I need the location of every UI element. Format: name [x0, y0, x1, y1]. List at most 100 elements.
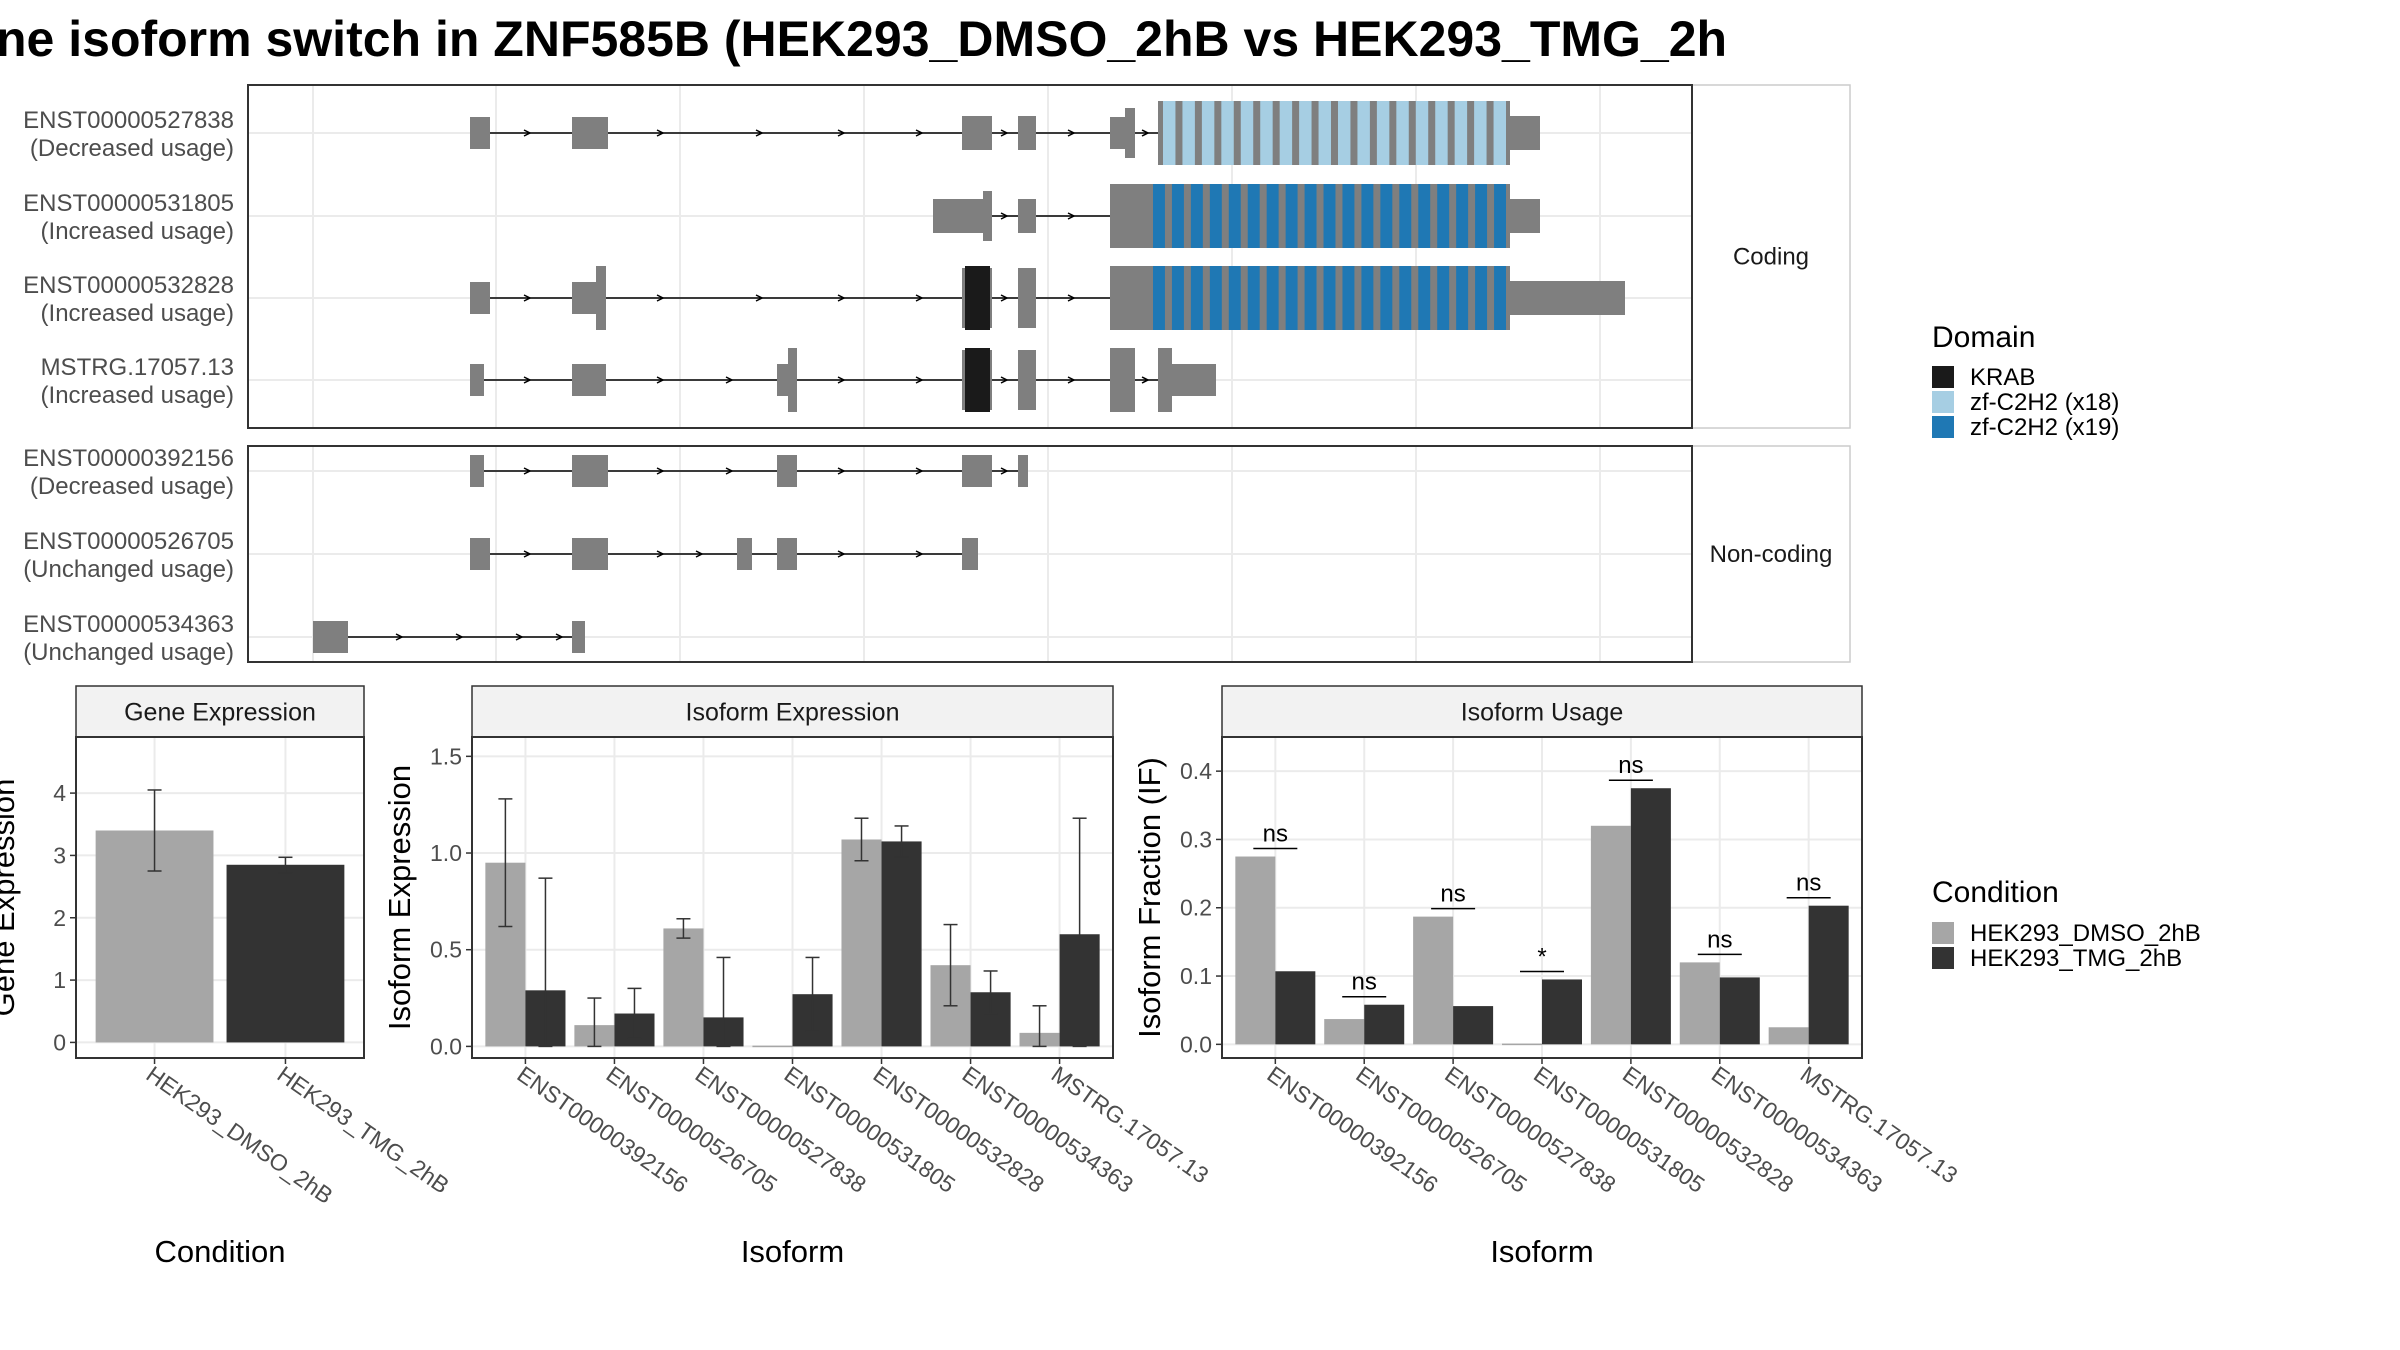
strip-box: [1691, 445, 1851, 663]
y-axis-title: Gene Expression: [0, 779, 21, 1017]
isoform-track: ENST00000392156(Decreased usage): [23, 445, 1028, 500]
exon: [572, 282, 596, 314]
domain-zf-c2h2: [1357, 101, 1370, 165]
exon: [1110, 266, 1150, 330]
domain-zf-c2h2: [1456, 184, 1469, 248]
domain-zf-c2h2: [1474, 101, 1487, 165]
exon: [470, 282, 490, 314]
significance-label: ns: [1618, 752, 1643, 779]
domain-legend-swatch: [1932, 416, 1954, 438]
domain-zf-c2h2: [1190, 266, 1203, 330]
bar: [1275, 971, 1316, 1045]
exon: [470, 455, 484, 487]
exon: [777, 455, 797, 487]
domain-zf-c2h2: [1380, 266, 1393, 330]
domain-krab: [965, 348, 990, 412]
strip-label: Coding: [1733, 244, 1809, 271]
intron-direction-arrow: [1141, 376, 1150, 384]
domain-zf-c2h2: [1456, 266, 1469, 330]
y-tick-label: 0: [53, 1029, 66, 1055]
isoform-track: ENST00000531805(Increased usage): [23, 184, 1540, 248]
y-tick-label: 0.0: [430, 1033, 462, 1059]
exon: [1158, 348, 1172, 412]
intron-direction-arrow: [755, 129, 764, 137]
intron-direction-arrow: [1067, 294, 1076, 302]
intron-direction-arrow: [523, 550, 532, 558]
domain-zf-c2h2: [1304, 184, 1317, 248]
intron-direction-arrow: [523, 467, 532, 475]
isoform-usage-label: (Increased usage): [41, 300, 234, 327]
intron-direction-arrow: [837, 294, 846, 302]
exon: [470, 364, 484, 396]
y-tick-label: 1.5: [430, 743, 462, 769]
domain-zf-c2h2: [1494, 266, 1506, 330]
bar: [1590, 825, 1631, 1045]
intron-direction-arrow: [656, 294, 665, 302]
bar: [752, 1045, 793, 1048]
y-tick-label: 0.0: [1180, 1031, 1212, 1057]
exon: [1172, 364, 1216, 396]
plot-border: [1221, 736, 1863, 1059]
strip-box: [1691, 84, 1851, 429]
isoform-id-label: ENST00000527838: [23, 107, 234, 134]
domain-zf-c2h2: [1399, 266, 1412, 330]
y-tick-label: 2: [53, 905, 66, 931]
domain-zf-c2h2: [1418, 266, 1431, 330]
exon: [1158, 101, 1510, 165]
intron-direction-arrow: [656, 376, 665, 384]
significance-label: ns: [1263, 821, 1288, 848]
x-tick-label: MSTRG.17057.13: [1047, 1061, 1214, 1189]
isoform-id-label: ENST00000392156: [23, 445, 234, 472]
intron-direction-arrow: [395, 633, 404, 641]
y-tick-label: 0.2: [1180, 895, 1212, 921]
domain-zf-c2h2: [1361, 184, 1374, 248]
condition-legend-swatch: [1932, 947, 1954, 969]
domain-zf-c2h2: [1279, 101, 1293, 165]
domain-legend-title: Domain: [1932, 321, 2035, 354]
domain-zf-c2h2: [1342, 184, 1355, 248]
intron-direction-arrow: [515, 633, 524, 641]
condition-legend-label: HEK293_DMSO_2hB: [1970, 920, 2201, 947]
exon: [1110, 348, 1135, 412]
y-tick-label: 4: [53, 780, 66, 806]
exon: [572, 117, 608, 149]
bar: [1542, 979, 1582, 1045]
bar: [1364, 1004, 1405, 1045]
bar: [663, 928, 704, 1047]
domain-zf-c2h2: [1494, 184, 1506, 248]
intron-direction-arrow: [656, 467, 665, 475]
intron-direction-arrow: [915, 467, 924, 475]
bar: [841, 839, 882, 1047]
intron-direction-arrow: [915, 129, 924, 137]
strip-label: Isoform Expression: [686, 699, 900, 727]
domain-zf-c2h2: [1437, 266, 1450, 330]
bar: [1324, 1019, 1365, 1045]
intron-direction-arrow: [1000, 376, 1009, 384]
domain-legend-label: KRAB: [1970, 364, 2035, 391]
y-tick-label: 0.3: [1180, 826, 1212, 852]
bar: [881, 841, 922, 1047]
domain-zf-c2h2: [1266, 266, 1279, 330]
exon: [788, 348, 797, 412]
exon: [572, 621, 585, 653]
bar: [1502, 1043, 1542, 1046]
domain-zf-c2h2: [1228, 266, 1241, 330]
intron-direction-arrow: [656, 129, 665, 137]
isoform-track: ENST00000532828(Increased usage): [23, 266, 1625, 330]
intron-direction-arrow: [725, 467, 734, 475]
strip-box: [1221, 685, 1863, 738]
exon: [962, 455, 992, 487]
exon: [313, 621, 348, 653]
isoform-track: ENST00000527838(Decreased usage): [23, 101, 1540, 165]
exon: [1110, 117, 1125, 149]
intron-direction-arrow: [1000, 212, 1009, 220]
exon: [1510, 281, 1625, 315]
domain-zf-c2h2: [1318, 101, 1331, 165]
domain-zf-c2h2: [1338, 101, 1351, 165]
domain-krab: [965, 266, 990, 330]
exon: [933, 199, 983, 233]
domain-zf-c2h2: [1475, 184, 1488, 248]
domain-zf-c2h2: [1247, 184, 1260, 248]
